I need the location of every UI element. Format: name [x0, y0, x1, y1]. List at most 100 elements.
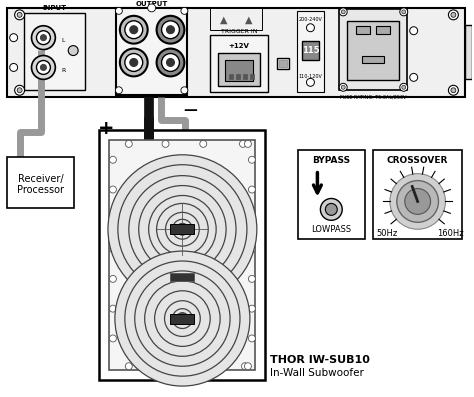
Circle shape — [245, 363, 251, 370]
Circle shape — [125, 21, 143, 39]
Bar — [171, 273, 194, 281]
Circle shape — [109, 216, 117, 223]
Text: INPUT: INPUT — [42, 5, 66, 11]
Circle shape — [156, 48, 184, 76]
Text: BYPASS: BYPASS — [312, 156, 350, 165]
Circle shape — [125, 141, 132, 147]
Circle shape — [248, 186, 255, 193]
Circle shape — [9, 64, 18, 71]
Circle shape — [176, 312, 188, 324]
Bar — [218, 52, 260, 86]
Circle shape — [341, 10, 345, 14]
Circle shape — [410, 27, 418, 35]
Text: 115: 115 — [301, 46, 319, 55]
Circle shape — [397, 181, 438, 222]
Circle shape — [120, 48, 148, 76]
Bar — [347, 21, 399, 80]
Circle shape — [109, 186, 117, 193]
Bar — [225, 60, 253, 81]
Circle shape — [248, 276, 255, 282]
Circle shape — [32, 26, 55, 50]
Bar — [250, 74, 254, 79]
Text: 110-120V: 110-120V — [299, 74, 322, 79]
Circle shape — [181, 8, 188, 14]
Circle shape — [176, 223, 188, 235]
Bar — [7, 8, 465, 97]
Circle shape — [166, 58, 174, 66]
Circle shape — [245, 141, 251, 147]
Bar — [356, 26, 370, 34]
Text: —: — — [183, 103, 197, 117]
Circle shape — [200, 141, 207, 147]
Text: L: L — [62, 38, 65, 43]
Circle shape — [248, 246, 255, 252]
Circle shape — [40, 64, 46, 70]
Circle shape — [307, 24, 314, 32]
Text: 200-240V: 200-240V — [299, 17, 322, 22]
Circle shape — [15, 85, 25, 95]
Bar — [339, 9, 407, 90]
Text: +: + — [98, 119, 114, 139]
Circle shape — [109, 156, 117, 163]
Circle shape — [162, 21, 180, 39]
Circle shape — [68, 46, 78, 56]
Circle shape — [115, 87, 122, 94]
Bar — [236, 74, 240, 79]
Text: 50Hz: 50Hz — [376, 229, 398, 238]
Circle shape — [17, 12, 22, 17]
Text: LOWPASS: LOWPASS — [311, 225, 351, 234]
Circle shape — [402, 10, 406, 14]
Circle shape — [405, 189, 430, 214]
Circle shape — [307, 78, 314, 86]
Bar — [99, 130, 265, 380]
Circle shape — [130, 58, 138, 66]
Bar — [298, 150, 365, 239]
Circle shape — [410, 73, 418, 81]
Text: In-Wall Subwoofer: In-Wall Subwoofer — [270, 368, 364, 378]
Bar — [279, 60, 287, 67]
Circle shape — [339, 83, 347, 91]
Text: ▲: ▲ — [245, 15, 253, 25]
Circle shape — [339, 8, 347, 16]
Text: CROSSOVER: CROSSOVER — [387, 156, 448, 165]
Circle shape — [109, 276, 117, 282]
Circle shape — [325, 203, 337, 215]
Circle shape — [166, 26, 174, 34]
Bar — [297, 11, 324, 92]
Bar — [465, 25, 472, 79]
Circle shape — [108, 155, 257, 304]
Bar — [376, 26, 390, 34]
Circle shape — [448, 10, 458, 20]
Text: 160Hz: 160Hz — [437, 229, 464, 238]
Circle shape — [248, 216, 255, 223]
Circle shape — [448, 85, 458, 95]
Bar — [362, 56, 384, 64]
Text: ▲: ▲ — [220, 15, 228, 25]
Circle shape — [9, 34, 18, 42]
Circle shape — [181, 87, 188, 94]
Bar — [171, 314, 194, 324]
Circle shape — [390, 173, 446, 229]
Circle shape — [17, 88, 22, 93]
Circle shape — [32, 56, 55, 79]
Circle shape — [109, 335, 117, 342]
Bar — [7, 157, 74, 208]
Circle shape — [162, 54, 180, 71]
Circle shape — [40, 35, 46, 40]
Text: TRIGGER IN: TRIGGER IN — [221, 29, 257, 34]
Circle shape — [15, 10, 25, 20]
Bar — [171, 224, 194, 234]
Text: OUTPUT: OUTPUT — [136, 1, 168, 7]
Text: +12V: +12V — [228, 42, 249, 48]
Circle shape — [248, 335, 255, 342]
Circle shape — [125, 54, 143, 71]
Circle shape — [36, 60, 50, 74]
Text: THOR IW-SUB10: THOR IW-SUB10 — [270, 355, 370, 365]
Circle shape — [451, 12, 456, 17]
Circle shape — [341, 85, 345, 89]
Circle shape — [402, 85, 406, 89]
Bar — [301, 40, 319, 60]
Circle shape — [451, 88, 456, 93]
Circle shape — [202, 363, 209, 370]
Circle shape — [130, 26, 138, 34]
